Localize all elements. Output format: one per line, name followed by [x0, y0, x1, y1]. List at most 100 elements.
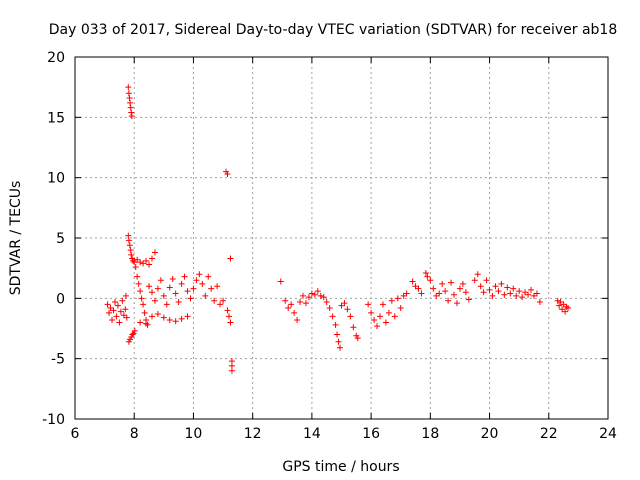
- data-point: [495, 288, 502, 295]
- data-point: [116, 319, 123, 326]
- data-point: [297, 298, 304, 305]
- grid: [75, 57, 608, 419]
- data-point: [445, 297, 452, 304]
- data-point: [282, 297, 289, 304]
- data-point: [528, 286, 535, 293]
- data-point: [160, 314, 167, 321]
- data-point: [424, 273, 431, 280]
- data-point: [220, 297, 227, 304]
- x-tick-label: 16: [362, 426, 380, 442]
- y-axis-label: SDTVAR / TECUs: [8, 181, 24, 296]
- data-point: [305, 294, 312, 301]
- data-point: [157, 277, 164, 284]
- data-point: [516, 288, 523, 295]
- data-point: [146, 283, 153, 290]
- data-point: [106, 309, 113, 316]
- x-tick-label: 24: [599, 426, 617, 442]
- data-point: [288, 301, 295, 308]
- data-point: [224, 307, 231, 314]
- data-point: [193, 277, 200, 284]
- data-point: [459, 280, 466, 287]
- data-point: [110, 307, 117, 314]
- data-point: [418, 290, 425, 297]
- data-point: [277, 278, 284, 285]
- data-point: [382, 319, 389, 326]
- data-point: [376, 313, 383, 320]
- data-point: [300, 292, 307, 299]
- data-point: [148, 289, 155, 296]
- data-point: [126, 242, 133, 249]
- data-point: [122, 292, 129, 299]
- data-point: [409, 278, 416, 285]
- data-point: [109, 317, 116, 324]
- data-point: [415, 285, 422, 292]
- data-point: [202, 292, 209, 299]
- data-point: [379, 301, 386, 308]
- data-point: [334, 331, 341, 338]
- x-tick-label: 10: [185, 426, 203, 442]
- data-point: [565, 304, 572, 311]
- data-point: [126, 95, 133, 102]
- data-point: [453, 300, 460, 307]
- y-tick-label: 0: [56, 291, 65, 307]
- data-point: [125, 232, 132, 239]
- data-point: [326, 304, 333, 311]
- data-point: [227, 319, 234, 326]
- data-point: [317, 292, 324, 299]
- data-point: [556, 302, 563, 309]
- data-point: [436, 290, 443, 297]
- data-point: [291, 309, 298, 316]
- data-point: [154, 311, 161, 318]
- data-point: [196, 271, 203, 278]
- data-point: [350, 324, 357, 331]
- data-point: [492, 283, 499, 290]
- data-point: [391, 313, 398, 320]
- y-tick-label: -10: [42, 412, 65, 428]
- data-point: [471, 277, 478, 284]
- data-point: [208, 285, 215, 292]
- data-point: [371, 317, 378, 324]
- data-point: [397, 304, 404, 311]
- data-point: [329, 313, 336, 320]
- data-point: [504, 284, 511, 291]
- data-point: [335, 338, 342, 345]
- data-point: [130, 257, 137, 264]
- plot-frame: [74, 56, 609, 420]
- data-point: [344, 306, 351, 313]
- y-tick-label: 10: [47, 171, 65, 187]
- data-point: [465, 296, 472, 303]
- data-point: [187, 295, 194, 302]
- data-point: [128, 251, 135, 258]
- data-point: [143, 320, 150, 327]
- data-point: [146, 261, 153, 268]
- data-point: [128, 109, 135, 116]
- data-point: [507, 290, 514, 297]
- data-point: [172, 290, 179, 297]
- data-point: [354, 335, 361, 342]
- data-point: [403, 290, 410, 297]
- data-point: [122, 306, 129, 313]
- data-point: [117, 308, 124, 315]
- data-point: [138, 295, 145, 302]
- data-point: [148, 255, 155, 262]
- data-point: [341, 300, 348, 307]
- data-point: [228, 367, 235, 374]
- data-point: [190, 285, 197, 292]
- data-point: [525, 291, 532, 298]
- data-point: [480, 289, 487, 296]
- x-tick-label: 18: [421, 426, 439, 442]
- data-point: [127, 99, 134, 106]
- x-tick-label: 6: [71, 426, 80, 442]
- data-point: [135, 280, 142, 287]
- data-point: [554, 297, 561, 304]
- data-point: [175, 298, 182, 305]
- data-point: [533, 290, 540, 297]
- x-axis-label: GPS time / hours: [282, 459, 399, 475]
- data-point: [123, 314, 130, 321]
- x-tick-label: 12: [244, 426, 262, 442]
- data-point: [323, 298, 330, 305]
- data-point: [462, 289, 469, 296]
- y-tick-label: -5: [51, 352, 65, 368]
- data-point: [134, 273, 141, 280]
- data-point: [119, 297, 126, 304]
